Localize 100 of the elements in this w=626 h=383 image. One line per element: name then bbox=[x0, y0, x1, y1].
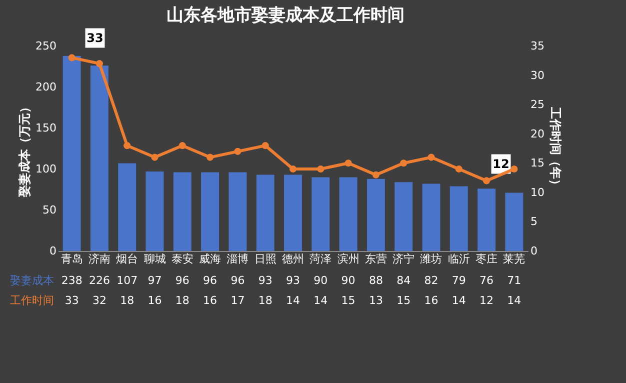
point bbox=[262, 142, 269, 150]
point bbox=[289, 165, 297, 173]
bar bbox=[312, 177, 330, 251]
bar bbox=[394, 182, 413, 251]
y2-tick-label: 30 bbox=[530, 68, 544, 82]
bar bbox=[339, 177, 358, 251]
point bbox=[510, 165, 518, 173]
y-axis-title: 娶妻成本（万元） bbox=[18, 101, 32, 198]
x-tick-label: 泰安 bbox=[171, 252, 194, 266]
point bbox=[96, 60, 104, 68]
text: 工作时间 bbox=[10, 294, 54, 307]
point bbox=[482, 177, 490, 184]
chart-title: 山东各地市娶妻成本及工作时间 bbox=[166, 5, 404, 26]
bar bbox=[146, 171, 164, 251]
x-tick-label: 东营 bbox=[364, 252, 387, 266]
data-label: 93 bbox=[258, 274, 272, 287]
data-label: 90 bbox=[341, 274, 356, 287]
data-label: 15 bbox=[341, 294, 356, 307]
x-tick-label: 济宁 bbox=[392, 252, 415, 266]
bar bbox=[478, 188, 496, 251]
x-tick-label: 烟台 bbox=[116, 252, 138, 266]
bar bbox=[366, 178, 385, 251]
bar bbox=[118, 163, 136, 251]
data-label: 90 bbox=[314, 274, 328, 287]
data-label: 96 bbox=[203, 274, 218, 287]
data-label: 76 bbox=[480, 274, 494, 287]
point bbox=[68, 54, 76, 62]
bar bbox=[505, 192, 524, 251]
point bbox=[234, 148, 242, 155]
data-label: 226 bbox=[88, 274, 110, 287]
point bbox=[151, 154, 158, 161]
data-label: 238 bbox=[61, 274, 82, 287]
x-tick-label: 潍坊 bbox=[420, 252, 442, 266]
data-label: 97 bbox=[148, 274, 162, 287]
data-label: 14 bbox=[314, 294, 328, 307]
x-tick-label: 淄博 bbox=[226, 252, 249, 266]
data-label: 14 bbox=[286, 294, 300, 307]
x-tick-label: 枣庄 bbox=[476, 252, 498, 266]
point bbox=[124, 142, 131, 150]
y2-tick-label: 10 bbox=[530, 186, 544, 199]
data-label: 18 bbox=[120, 294, 134, 307]
x-tick-label: 德州 bbox=[282, 252, 304, 266]
y2-tick-label: 25 bbox=[530, 98, 544, 112]
y-tick-label: 250 bbox=[36, 40, 56, 52]
data-label: 71 bbox=[507, 274, 522, 287]
point bbox=[178, 142, 186, 150]
data-label: 84 bbox=[396, 274, 411, 287]
y2-tick-label: 5 bbox=[530, 215, 538, 228]
y2-tick-label: 35 bbox=[530, 40, 544, 52]
data-label: 12 bbox=[480, 294, 494, 307]
data-label: 82 bbox=[424, 274, 438, 287]
data-label: 13 bbox=[368, 294, 383, 307]
data-label: 14 bbox=[452, 294, 466, 307]
point bbox=[400, 160, 408, 167]
x-tick-label: 聊城 bbox=[144, 252, 166, 266]
data-label: 32 bbox=[92, 294, 106, 307]
x-tick-label: 威海 bbox=[199, 252, 222, 266]
x-tick-label: 临沂 bbox=[448, 252, 470, 266]
x-tick-label: 日照 bbox=[254, 252, 276, 266]
data-label: 16 bbox=[424, 294, 438, 307]
text: 娶妻成本 bbox=[10, 274, 54, 287]
point bbox=[455, 165, 462, 173]
data-label: 33 bbox=[64, 294, 79, 307]
data-label: 18 bbox=[258, 294, 272, 307]
data-label: 18 bbox=[175, 294, 190, 307]
point bbox=[206, 154, 214, 161]
y2-tick-label: 0 bbox=[530, 244, 538, 258]
x-tick-label: 济南 bbox=[88, 252, 110, 266]
bar bbox=[450, 186, 468, 251]
data-label: 88 bbox=[368, 274, 383, 287]
bar bbox=[90, 66, 108, 251]
data-label: 17 bbox=[230, 294, 245, 307]
bar bbox=[173, 172, 192, 251]
y-tick-label: 100 bbox=[36, 162, 56, 176]
bar bbox=[256, 174, 274, 251]
data-label: 93 bbox=[286, 274, 300, 287]
data-label: 107 bbox=[116, 274, 138, 287]
x-tick-label: 青岛 bbox=[60, 252, 83, 266]
x-tick-label: 滨州 bbox=[337, 252, 360, 266]
data-label: 96 bbox=[230, 274, 245, 287]
annotation: 12 bbox=[492, 157, 510, 171]
y2-axis-title: 工作时间（年） bbox=[548, 106, 562, 191]
bar bbox=[228, 172, 247, 251]
data-label: 96 bbox=[175, 274, 190, 287]
point bbox=[317, 165, 324, 173]
data-label: 16 bbox=[203, 294, 218, 307]
text: 33 bbox=[86, 31, 104, 45]
bar bbox=[284, 174, 302, 251]
y2-tick-label: 20 bbox=[530, 127, 544, 140]
y-tick-label: 50 bbox=[42, 204, 56, 216]
point bbox=[372, 171, 380, 178]
y-tick-label: 0 bbox=[50, 244, 56, 258]
bar bbox=[422, 184, 440, 251]
point bbox=[344, 160, 352, 167]
data-label: 14 bbox=[507, 294, 522, 307]
data-label: 15 bbox=[396, 294, 411, 307]
x-tick-label: 莱芜 bbox=[503, 252, 526, 266]
bar bbox=[62, 56, 81, 251]
point bbox=[428, 154, 435, 161]
bar bbox=[201, 172, 220, 251]
